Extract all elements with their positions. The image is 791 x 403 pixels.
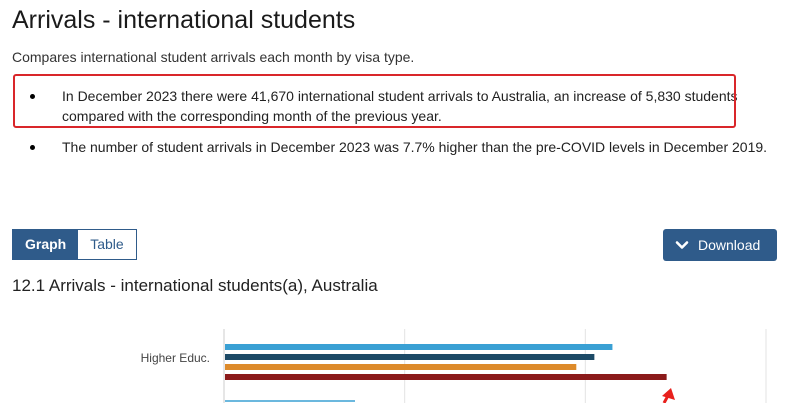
annotation-arrow-head bbox=[662, 388, 675, 400]
chart-bar bbox=[225, 354, 595, 360]
page-title: Arrivals - international students bbox=[12, 6, 356, 34]
download-label: Download bbox=[698, 237, 761, 253]
chart-bar bbox=[225, 374, 667, 380]
bullet-text: The number of student arrivals in Decemb… bbox=[62, 139, 768, 155]
chart-category-label: Higher Educ. bbox=[141, 351, 210, 365]
download-button[interactable]: Download bbox=[663, 229, 777, 261]
tab-graph[interactable]: Graph bbox=[13, 230, 79, 259]
bullet-dot bbox=[30, 94, 35, 99]
view-toggle: Graph Table bbox=[12, 229, 137, 260]
chart-bar bbox=[225, 364, 577, 370]
chart-bar bbox=[225, 344, 613, 350]
highlight-box bbox=[13, 74, 736, 128]
page-subtitle: Compares international student arrivals … bbox=[12, 49, 415, 65]
bullet-text: In December 2023 there were 41,670 inter… bbox=[62, 88, 738, 124]
tab-table[interactable]: Table bbox=[78, 230, 136, 259]
chart-title: 12.1 Arrivals - international students(a… bbox=[12, 276, 378, 295]
bullet-dot bbox=[30, 145, 35, 150]
chevron-down-icon bbox=[675, 241, 689, 249]
